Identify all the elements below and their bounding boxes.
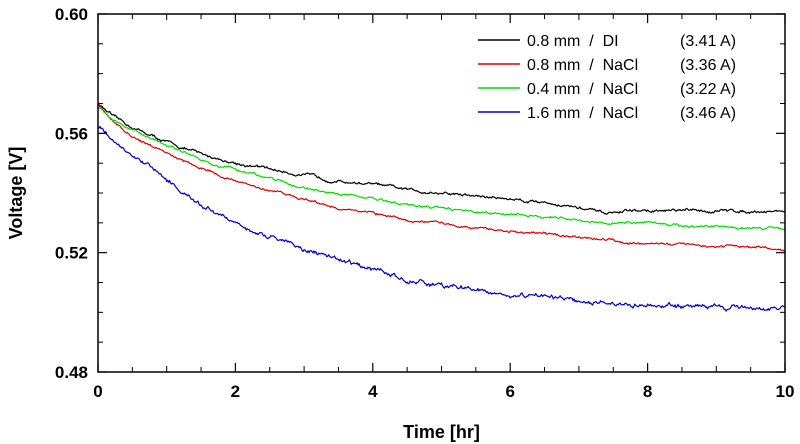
legend-label-4: 1.6 mm / NaCl (527, 105, 638, 122)
x-tick-label: 0 (93, 382, 102, 401)
y-tick-label: 0.52 (55, 244, 88, 263)
series-line-2 (98, 103, 785, 252)
legend-current-3: (3.22 A) (680, 81, 736, 98)
legend-current-2: (3.36 A) (680, 57, 736, 74)
x-tick-label: 4 (368, 382, 378, 401)
legend-current-4: (3.46 A) (680, 105, 736, 122)
legend-current-1: (3.41 A) (680, 33, 736, 50)
y-tick-label: 0.48 (55, 363, 88, 382)
series-line-3 (98, 106, 785, 231)
series-line-4 (98, 125, 785, 312)
legend: 0.8 mm / DI (3.41 A) 0.8 mm / NaCl (3.36 A)… (478, 33, 736, 122)
ticks-layer (97, 13, 786, 373)
legend-label-3: 0.4 mm / NaCl (527, 81, 638, 98)
series-layer (98, 103, 785, 312)
x-tick-label: 8 (643, 382, 652, 401)
legend-label-1: 0.8 mm / DI (527, 33, 619, 50)
x-axis-title: Time [hr] (403, 422, 480, 442)
x-tick-label: 10 (776, 382, 795, 401)
x-tick-label: 6 (505, 382, 514, 401)
y-tick-label: 0.56 (55, 124, 88, 143)
y-axis-title: Voltage [V] (6, 147, 26, 240)
legend-label-2: 0.8 mm / NaCl (527, 57, 638, 74)
tick-labels-layer: 0 2 4 6 8 10 0.48 0.52 0.56 0.60 (55, 5, 795, 401)
series-line-1 (98, 103, 785, 215)
y-tick-label: 0.60 (55, 5, 88, 24)
x-tick-label: 2 (231, 382, 240, 401)
